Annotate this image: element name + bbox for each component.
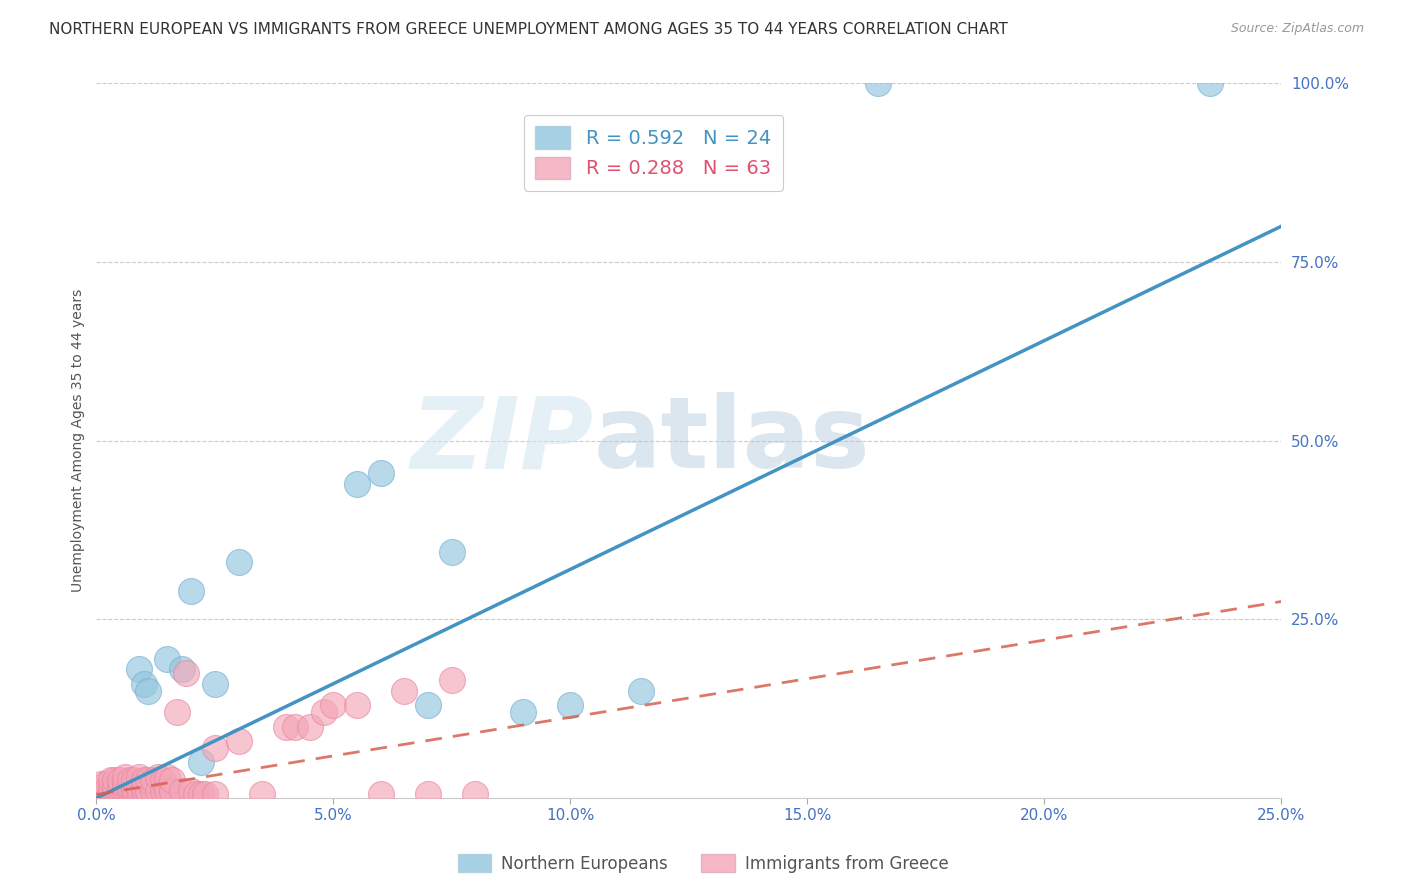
Point bbox=[90, 784, 112, 798]
Point bbox=[114, 784, 136, 798]
Text: NORTHERN EUROPEAN VS IMMIGRANTS FROM GREECE UNEMPLOYMENT AMONG AGES 35 TO 44 YEA: NORTHERN EUROPEAN VS IMMIGRANTS FROM GRE… bbox=[49, 22, 1008, 37]
Point bbox=[416, 788, 439, 802]
Point bbox=[104, 773, 127, 788]
Point bbox=[156, 784, 179, 798]
Point bbox=[176, 665, 198, 680]
Point bbox=[132, 780, 155, 795]
Point bbox=[370, 788, 392, 802]
Point bbox=[108, 784, 131, 798]
Point bbox=[228, 734, 250, 748]
Text: Source: ZipAtlas.com: Source: ZipAtlas.com bbox=[1230, 22, 1364, 36]
Point bbox=[94, 784, 117, 798]
Point bbox=[180, 784, 202, 798]
Point bbox=[100, 788, 122, 802]
Text: ZIP: ZIP bbox=[411, 392, 593, 489]
Point bbox=[114, 777, 136, 791]
Point bbox=[146, 788, 169, 802]
Point bbox=[440, 544, 463, 558]
Point bbox=[160, 773, 183, 788]
Point bbox=[868, 77, 890, 91]
Point bbox=[228, 555, 250, 569]
Point bbox=[322, 698, 344, 713]
Legend: Northern Europeans, Immigrants from Greece: Northern Europeans, Immigrants from Gree… bbox=[451, 847, 955, 880]
Point bbox=[416, 698, 439, 713]
Point bbox=[142, 784, 165, 798]
Point bbox=[138, 684, 160, 698]
Point bbox=[118, 784, 141, 798]
Point bbox=[100, 773, 122, 788]
Point bbox=[118, 773, 141, 788]
Point bbox=[440, 673, 463, 688]
Point bbox=[132, 784, 155, 798]
Point bbox=[156, 770, 179, 784]
Point bbox=[204, 741, 226, 756]
Point bbox=[312, 706, 335, 720]
Point bbox=[146, 784, 169, 798]
Point bbox=[204, 788, 226, 802]
Point bbox=[146, 770, 169, 784]
Point bbox=[104, 780, 127, 795]
Point bbox=[108, 784, 131, 798]
Point bbox=[346, 698, 368, 713]
Text: atlas: atlas bbox=[593, 392, 870, 489]
Point bbox=[108, 780, 131, 795]
Point bbox=[194, 788, 217, 802]
Legend: R = 0.592   N = 24, R = 0.288   N = 63: R = 0.592 N = 24, R = 0.288 N = 63 bbox=[523, 114, 783, 191]
Point bbox=[180, 583, 202, 598]
Point bbox=[128, 770, 150, 784]
Point bbox=[156, 651, 179, 665]
Point bbox=[370, 466, 392, 480]
Point bbox=[122, 773, 145, 788]
Point bbox=[464, 788, 486, 802]
Point bbox=[138, 773, 160, 788]
Point bbox=[560, 698, 582, 713]
Point bbox=[170, 784, 193, 798]
Point bbox=[122, 784, 145, 798]
Point bbox=[132, 677, 155, 691]
Point bbox=[630, 684, 652, 698]
Point bbox=[184, 788, 207, 802]
Point bbox=[250, 788, 273, 802]
Y-axis label: Unemployment Among Ages 35 to 44 years: Unemployment Among Ages 35 to 44 years bbox=[72, 289, 86, 592]
Point bbox=[128, 662, 150, 676]
Point bbox=[284, 720, 307, 734]
Point bbox=[128, 780, 150, 795]
Point bbox=[346, 476, 368, 491]
Point bbox=[190, 756, 212, 770]
Point bbox=[118, 780, 141, 795]
Point bbox=[90, 788, 112, 802]
Point bbox=[128, 784, 150, 798]
Point bbox=[138, 784, 160, 798]
Point bbox=[142, 773, 165, 788]
Point bbox=[100, 784, 122, 798]
Point bbox=[114, 770, 136, 784]
Point bbox=[512, 706, 534, 720]
Point bbox=[204, 677, 226, 691]
Point bbox=[274, 720, 297, 734]
Point bbox=[132, 773, 155, 788]
Point bbox=[100, 780, 122, 795]
Point bbox=[166, 706, 188, 720]
Point bbox=[394, 684, 416, 698]
Point bbox=[114, 780, 136, 795]
Point bbox=[122, 780, 145, 795]
Point bbox=[152, 784, 174, 798]
Point bbox=[190, 788, 212, 802]
Point bbox=[152, 773, 174, 788]
Point bbox=[122, 784, 145, 798]
Point bbox=[1199, 77, 1222, 91]
Point bbox=[90, 777, 112, 791]
Point bbox=[114, 784, 136, 798]
Point bbox=[94, 777, 117, 791]
Point bbox=[298, 720, 321, 734]
Point bbox=[104, 784, 127, 798]
Point bbox=[108, 773, 131, 788]
Point bbox=[170, 662, 193, 676]
Point bbox=[160, 784, 183, 798]
